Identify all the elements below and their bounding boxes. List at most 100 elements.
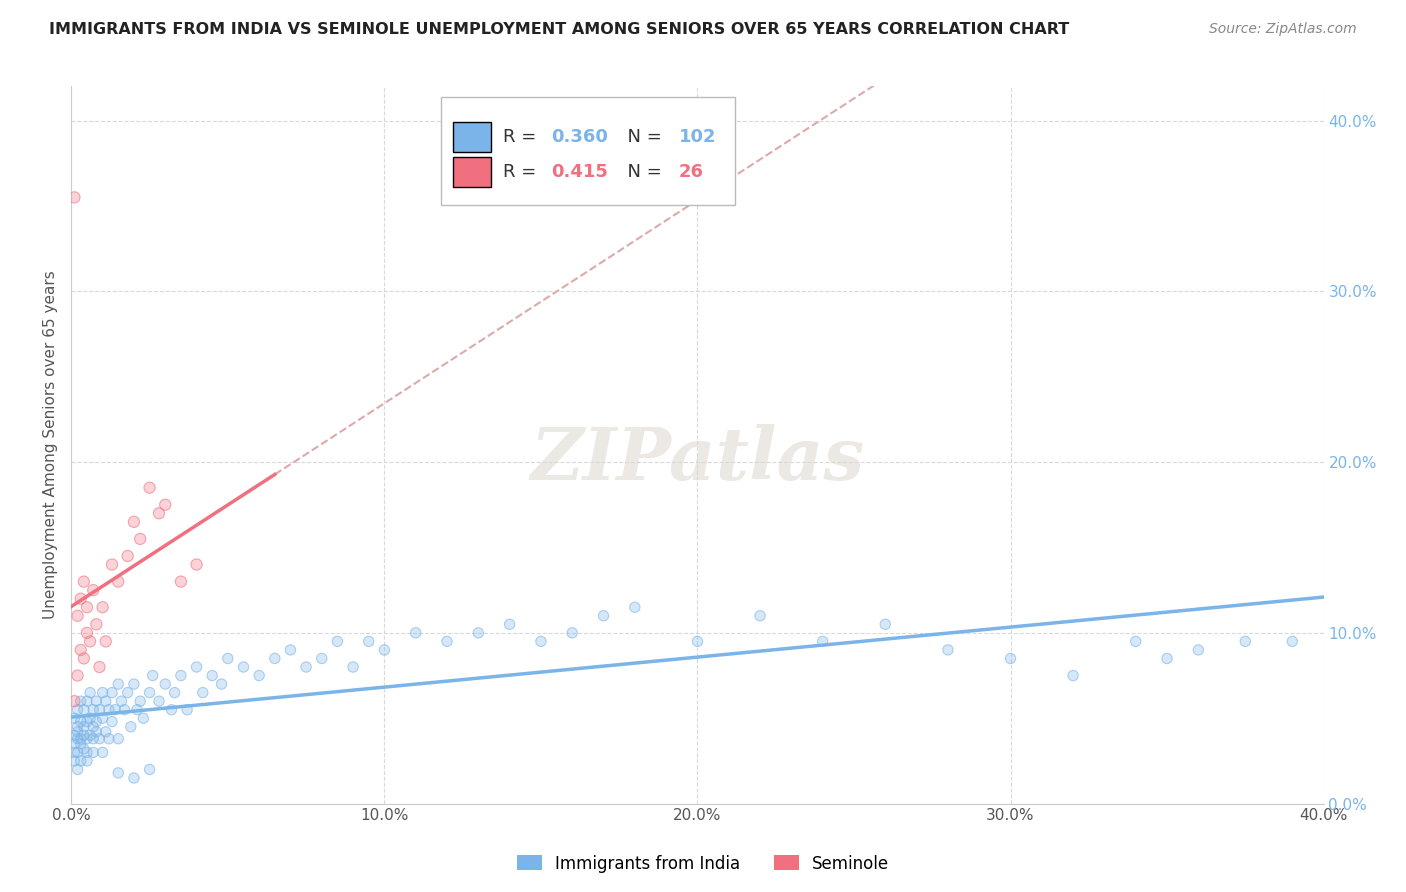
Point [311,651,333,665]
Point [76,731,98,746]
Point [76,600,98,615]
Point [142,668,165,682]
Point [63,711,86,725]
Point [211,677,233,691]
Point [232,660,254,674]
Point [79,728,101,742]
Point [86,714,108,729]
Point [94,694,117,708]
Point [94,725,117,739]
Point [79,685,101,699]
Point [66,703,89,717]
Point [79,634,101,648]
Point [170,574,193,589]
Point [624,600,647,615]
Point [163,685,186,699]
Point [66,745,89,759]
Text: N =: N = [616,163,668,181]
Point [73,728,96,742]
Point [69,731,91,746]
Point [1125,634,1147,648]
Point [66,725,89,739]
Point [936,643,959,657]
Point [69,591,91,606]
Point [89,660,111,674]
Point [69,643,91,657]
Point [76,714,98,729]
Point [79,711,101,725]
Point [63,754,86,768]
Point [63,745,86,759]
Point [91,685,114,699]
Text: 0.360: 0.360 [551,128,607,145]
Point [69,737,91,751]
Point [76,694,98,708]
Text: ZIPatlas: ZIPatlas [530,424,865,495]
Point [122,515,145,529]
Point [107,765,129,780]
Point [73,720,96,734]
Point [686,634,709,648]
Point [76,625,98,640]
Point [76,754,98,768]
Point [624,600,647,615]
Point [1062,668,1084,682]
Point [82,720,104,734]
Point [1000,651,1022,665]
Point [82,745,104,759]
Point [530,634,553,648]
Point [97,731,120,746]
Point [76,694,98,708]
Point [107,574,129,589]
Point [82,731,104,746]
Point [91,745,114,759]
Point [170,574,193,589]
Point [1234,634,1257,648]
Point [94,694,117,708]
Point [76,731,98,746]
Point [592,608,614,623]
Point [107,677,129,691]
Point [110,694,132,708]
Point [63,737,86,751]
Point [170,668,193,682]
Point [142,668,165,682]
Point [295,660,318,674]
Point [63,190,86,204]
Point [63,694,86,708]
Point [211,677,233,691]
Point [132,711,155,725]
Point [405,625,427,640]
Point [110,694,132,708]
Point [155,677,177,691]
Point [129,694,152,708]
Point [148,694,170,708]
Point [530,634,553,648]
Point [82,703,104,717]
Point [73,651,96,665]
Point [86,617,108,632]
Point [89,703,111,717]
Point [122,677,145,691]
Point [86,694,108,708]
Point [94,634,117,648]
Point [498,617,520,632]
Point [186,660,208,674]
Point [69,591,91,606]
Text: 0.415: 0.415 [551,163,607,181]
Point [107,731,129,746]
Text: 102: 102 [679,128,716,145]
Point [82,703,104,717]
Point [66,720,89,734]
Point [69,737,91,751]
Point [101,714,124,729]
Point [66,731,89,746]
Point [73,728,96,742]
Point [97,703,120,717]
Point [86,617,108,632]
Point [104,703,127,717]
Point [811,634,834,648]
Point [66,720,89,734]
Point [66,608,89,623]
Point [63,737,86,751]
